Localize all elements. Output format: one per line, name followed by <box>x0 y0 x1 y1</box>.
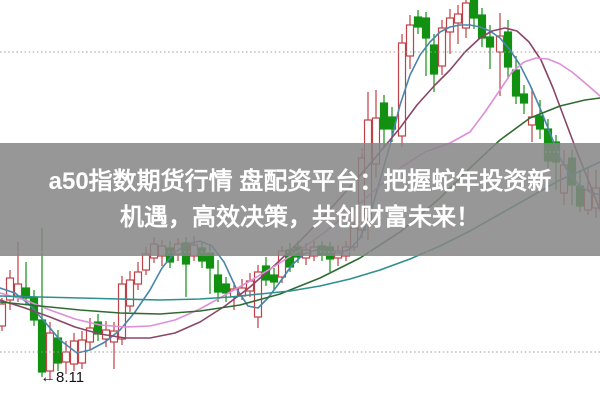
candle <box>519 85 529 114</box>
gridlines <box>0 51 600 353</box>
candle <box>429 34 439 92</box>
ma-line-ma-green <box>0 97 600 315</box>
candle <box>511 56 521 104</box>
candle <box>421 12 431 76</box>
candle <box>379 95 389 148</box>
candle <box>269 268 279 290</box>
candle <box>109 322 119 369</box>
left-arrow-icon: ← <box>40 369 56 386</box>
low-price-label: 8.11 <box>56 369 85 386</box>
candle <box>77 331 87 369</box>
candle <box>133 262 143 290</box>
candle <box>125 271 135 312</box>
candle <box>0 298 7 331</box>
candle <box>53 330 63 371</box>
candle <box>437 20 447 75</box>
candle <box>213 260 223 302</box>
candle <box>535 100 545 139</box>
candle <box>503 20 513 79</box>
candle <box>117 276 127 345</box>
candle <box>21 262 31 304</box>
candle <box>413 10 423 34</box>
candle <box>29 290 39 326</box>
low-price-annotation: ← 8.11 <box>40 369 85 386</box>
candle <box>469 0 479 29</box>
candle <box>221 277 231 302</box>
banner-backdrop <box>0 143 600 256</box>
candle <box>453 5 463 44</box>
candle <box>445 9 455 54</box>
candle <box>461 0 471 38</box>
candle <box>495 13 505 96</box>
candle <box>405 15 415 69</box>
candle <box>93 314 103 341</box>
